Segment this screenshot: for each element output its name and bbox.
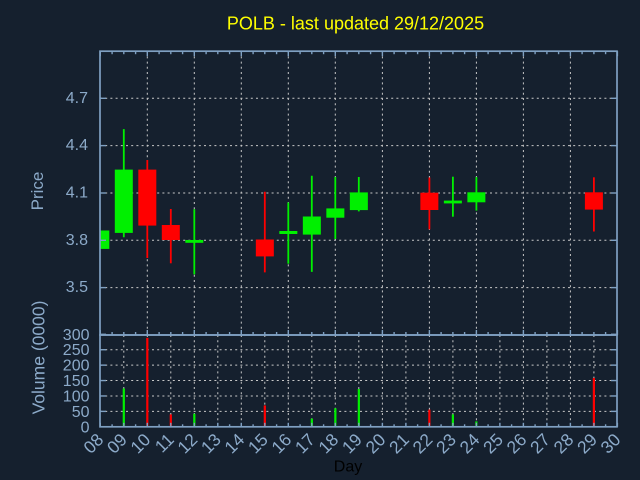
- svg-text:3.8: 3.8: [66, 232, 88, 249]
- svg-text:0: 0: [81, 419, 90, 436]
- svg-text:300: 300: [63, 327, 90, 344]
- svg-text:250: 250: [63, 342, 90, 359]
- svg-text:150: 150: [63, 373, 90, 390]
- svg-text:100: 100: [63, 389, 90, 406]
- svg-text:Day: Day: [334, 459, 362, 476]
- svg-text:POLB - last updated 29/12/2025: POLB - last updated 29/12/2025: [227, 13, 484, 33]
- svg-text:200: 200: [63, 358, 90, 375]
- svg-text:Volume (0000): Volume (0000): [29, 301, 49, 415]
- svg-text:4.4: 4.4: [66, 137, 88, 154]
- svg-text:Price: Price: [28, 172, 47, 211]
- svg-text:4.7: 4.7: [66, 90, 88, 107]
- svg-text:3.5: 3.5: [66, 279, 88, 296]
- svg-text:50: 50: [72, 404, 90, 421]
- svg-text:4.1: 4.1: [66, 185, 88, 202]
